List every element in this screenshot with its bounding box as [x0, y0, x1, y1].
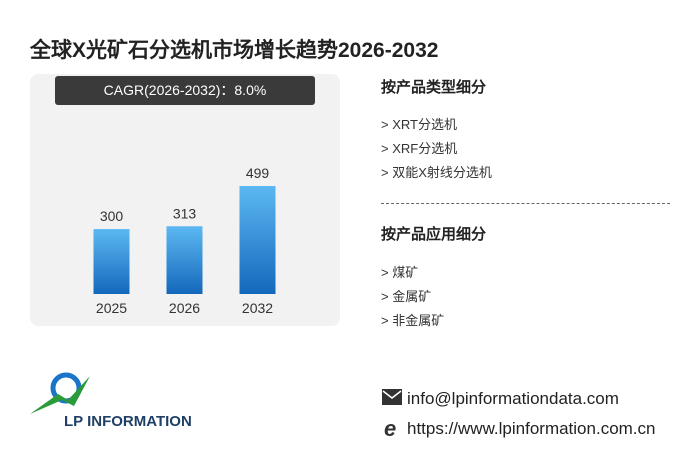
segment-item: > 双能X射线分选机	[381, 165, 492, 180]
x-tick-label: 2025	[96, 300, 127, 316]
divider	[381, 203, 670, 204]
svg-text:e: e	[384, 419, 396, 439]
x-tick-label: 2026	[169, 300, 200, 316]
segment-item: > XRT分选机	[381, 117, 457, 132]
bar	[93, 229, 130, 294]
segment-item: > 金属矿	[381, 289, 432, 304]
title: 全球X光矿石分选机市场增长趋势2026-2032	[30, 39, 439, 62]
bar	[239, 186, 276, 294]
segment-title: 按产品应用细分	[381, 226, 487, 243]
segment-item: > 煤矿	[381, 265, 419, 280]
x-tick-label: 2032	[242, 300, 273, 316]
web-icon: e	[384, 419, 396, 439]
value-label: 313	[173, 205, 197, 221]
value-label: 300	[100, 208, 124, 224]
bar	[166, 226, 203, 294]
value-label: 499	[246, 165, 270, 181]
chart: 2025 300 2026 313 2032 499	[93, 165, 276, 316]
logo: LP INFORMATION	[30, 372, 192, 430]
segment-item: > XRF分选机	[381, 141, 458, 156]
segment-item: > 非金属矿	[381, 313, 445, 328]
cagr-label: CAGR(2026-2032)：8.0%	[55, 76, 315, 105]
email: info@lpinformationdata.com	[407, 389, 619, 408]
email-icon	[382, 389, 402, 405]
website: https://www.lpinformation.com.cn	[407, 419, 656, 438]
logo-text: LP INFORMATION	[64, 413, 192, 430]
segment-title: 按产品类型细分	[381, 79, 487, 96]
